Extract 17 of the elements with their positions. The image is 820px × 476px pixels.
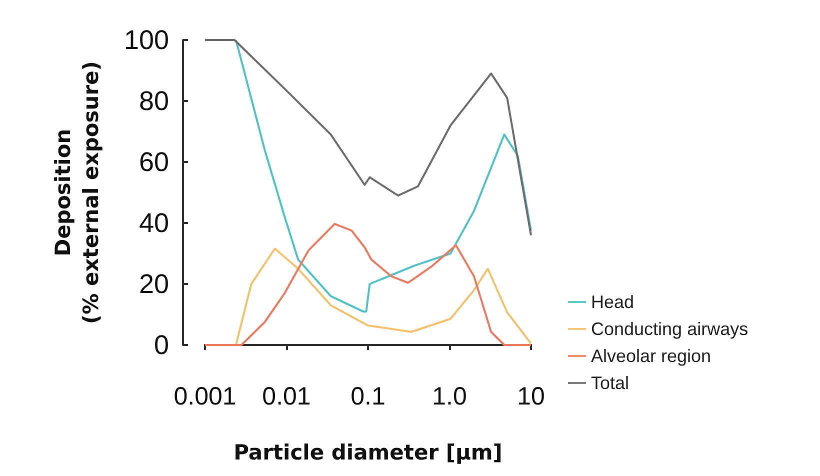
y-axis-title: Deposition (% external exposure) (51, 61, 103, 324)
y-tick-label: 0 (154, 330, 169, 360)
legend-label: Alveolar region (591, 346, 712, 366)
x-tick-label: 10 (517, 382, 545, 410)
x-tick-label: 0.01 (262, 382, 311, 410)
y-tick-label: 100 (124, 25, 169, 55)
y-tick-label: 40 (138, 208, 169, 238)
y-tick-label: 20 (138, 269, 169, 299)
legend-label: Head (591, 292, 634, 312)
x-tick-label: 1.0 (432, 382, 467, 410)
x-tick-label: 0.1 (350, 382, 386, 410)
x-tick-label: 0.001 (174, 382, 236, 410)
y-tick-label: 60 (138, 147, 169, 177)
legend-label: Conducting airways (591, 319, 748, 339)
legend-label: Total (591, 373, 630, 393)
x-axis-title: Particle diameter [μm] (234, 440, 502, 464)
y-tick-label: 80 (138, 86, 169, 116)
